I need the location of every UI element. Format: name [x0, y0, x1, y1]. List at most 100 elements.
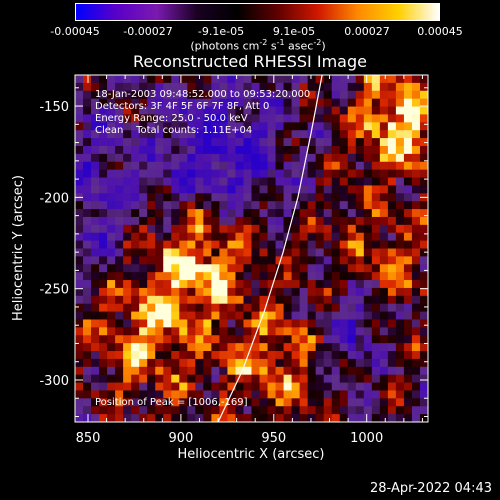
- heatmap-cell: [315, 287, 325, 297]
- heatmap-cell: [227, 145, 237, 155]
- heatmap-cell: [251, 185, 261, 194]
- heatmap-cell: [251, 280, 261, 289]
- heatmap-cell: [307, 319, 317, 328]
- heatmap-cell: [235, 327, 245, 336]
- heatmap-cell: [315, 193, 325, 202]
- heatmap-cell: [291, 185, 301, 194]
- heatmap-cell: [123, 398, 132, 407]
- heatmap-cell: [99, 335, 108, 344]
- heatmap-cell: [139, 358, 148, 368]
- heatmap-cell: [331, 130, 341, 139]
- heatmap-cell: [235, 280, 245, 289]
- heatmap-cell: [211, 406, 221, 415]
- heatmap-cell: [171, 122, 180, 131]
- heatmap-cell: [371, 390, 381, 399]
- heatmap-cell: [211, 382, 221, 392]
- heatmap-cell: [267, 161, 277, 171]
- heatmap-cell: [267, 295, 277, 305]
- heatmap-cell: [315, 98, 325, 108]
- heatmap-cell: [171, 374, 180, 384]
- heatmap-cell: [195, 138, 204, 147]
- heatmap-cell: [395, 414, 405, 422]
- colorbar-tick-label: 0.00027: [344, 25, 390, 38]
- heatmap-cell: [75, 98, 84, 108]
- heatmap-cell: [219, 106, 229, 116]
- heatmap-cell: [123, 98, 132, 108]
- heatmap-cell: [251, 319, 261, 328]
- heatmap-cell: [91, 311, 100, 321]
- heatmap-cell: [235, 240, 245, 250]
- heatmap-cell: [291, 351, 301, 360]
- heatmap-cell: [275, 287, 285, 297]
- heatmap-cell: [331, 138, 341, 147]
- heatmap-cell: [163, 224, 172, 234]
- heatmap-cell: [331, 280, 341, 289]
- heatmap-cell: [331, 398, 341, 407]
- heatmap-cell: [139, 75, 148, 84]
- heatmap-cell: [83, 406, 92, 415]
- heatmap-cell: [155, 390, 164, 399]
- heatmap-cell: [315, 185, 325, 194]
- heatmap-cell: [419, 366, 428, 376]
- heatmap-cell: [419, 248, 428, 257]
- heatmap-cell: [139, 295, 148, 305]
- heatmap-cell: [283, 327, 293, 336]
- heatmap-cell: [323, 303, 333, 313]
- heatmap-cell: [203, 161, 212, 171]
- heatmap-cell: [107, 382, 116, 392]
- heatmap-cell: [195, 303, 204, 313]
- heatmap-cell: [291, 319, 301, 328]
- heatmap-cell: [187, 398, 196, 407]
- heatmap-cell: [99, 248, 108, 257]
- heatmap-cell: [275, 414, 285, 422]
- heatmap-cell: [275, 272, 285, 281]
- heatmap-cell: [251, 201, 261, 210]
- heatmap-cell: [171, 209, 180, 218]
- heatmap-cell: [155, 382, 164, 392]
- heatmap-cell: [371, 138, 381, 147]
- heatmap-cell: [291, 224, 301, 234]
- heatmap-cell: [267, 303, 277, 313]
- heatmap-cell: [91, 106, 100, 116]
- heatmap-cell: [179, 374, 188, 384]
- heatmap-cell: [219, 319, 229, 328]
- heatmap-cell: [315, 406, 325, 415]
- heatmap-cell: [83, 311, 92, 321]
- heatmap-cell: [411, 358, 421, 368]
- heatmap-cell: [283, 272, 293, 281]
- heatmap-cell: [363, 374, 373, 384]
- heatmap-cell: [307, 75, 317, 84]
- heatmap-cell: [251, 303, 261, 313]
- heatmap-cell: [251, 169, 261, 179]
- heatmap-cell: [171, 311, 180, 321]
- heatmap-cell: [403, 153, 413, 163]
- heatmap-cell: [291, 303, 301, 313]
- heatmap-cell: [371, 90, 381, 100]
- heatmap-cell: [99, 98, 108, 108]
- heatmap-cell: [243, 264, 253, 273]
- heatmap-cell: [147, 343, 156, 352]
- heatmap-cell: [323, 343, 333, 352]
- heatmap-cell: [387, 343, 397, 352]
- heatmap-cell: [323, 82, 333, 92]
- heatmap-cell: [99, 122, 108, 131]
- heatmap-cell: [379, 114, 389, 123]
- heatmap-cell: [379, 327, 389, 336]
- heatmap-cell: [147, 382, 156, 392]
- heatmap-cell: [251, 106, 261, 116]
- heatmap-cell: [275, 303, 285, 313]
- heatmap-cell: [171, 335, 180, 344]
- heatmap-cell: [211, 295, 221, 305]
- heatmap-cell: [107, 240, 116, 250]
- heatmap-cell: [243, 382, 253, 392]
- heatmap-cell: [107, 185, 116, 194]
- heatmap-cell: [163, 106, 172, 116]
- heatmap-cell: [187, 75, 196, 84]
- heatmap-cell: [267, 169, 277, 179]
- heatmap-cell: [203, 343, 212, 352]
- heatmap-cell: [187, 122, 196, 131]
- heatmap-cell: [347, 209, 357, 218]
- heatmap-cell: [179, 406, 188, 415]
- heatmap-cell: [243, 311, 253, 321]
- heatmap-cell: [99, 209, 108, 218]
